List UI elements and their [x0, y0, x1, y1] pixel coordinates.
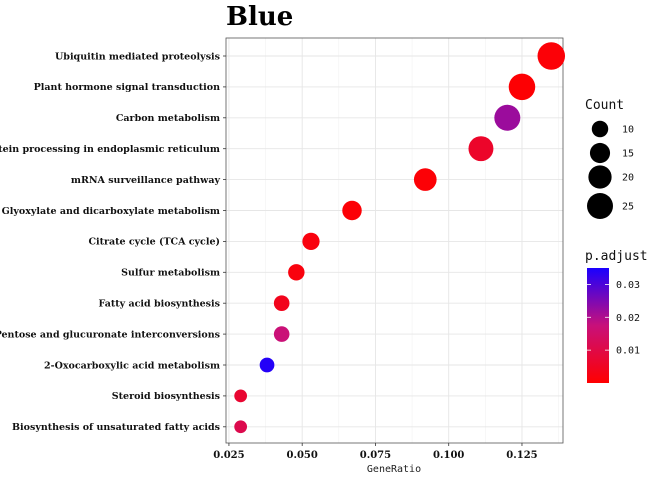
data-point [468, 136, 494, 162]
padjust-legend: p.adjust 0.01 0.02 0.03 [585, 249, 648, 383]
y-tick-label: Sulfur metabolism [121, 268, 220, 279]
data-point [273, 326, 290, 342]
data-point [342, 200, 362, 221]
y-tick-label: mRNA surveillance pathway [71, 175, 221, 186]
count-legend-dot [588, 165, 612, 189]
padjust-colorbar [587, 268, 609, 383]
y-tick-label: Steroid biosynthesis [112, 391, 220, 402]
colorbar-tick-label: 0.03 [616, 280, 640, 291]
y-axis-labels: Ubiquitin mediated proteolysis Plant horm… [0, 51, 226, 433]
grid-lines [226, 38, 563, 443]
count-legend-label: 10 [622, 125, 634, 136]
data-point [259, 357, 275, 373]
data-point [234, 420, 248, 434]
y-tick-label: 2-Oxocarboxylic acid metabolism [44, 360, 220, 371]
x-tick-label: 0.050 [287, 450, 318, 461]
data-point [537, 42, 566, 70]
plot-panel [225, 37, 564, 444]
count-legend-label: 20 [622, 173, 634, 184]
count-legend-title: Count [585, 98, 624, 113]
data-point [273, 295, 290, 312]
y-tick-label: Fatty acid biosynthesis [99, 299, 221, 310]
count-legend-label: 25 [622, 202, 634, 213]
x-tick-label: 0.075 [360, 450, 391, 461]
padjust-legend-title: p.adjust [585, 249, 648, 264]
y-tick-label: Protein processing in endoplasmic reticu… [0, 144, 220, 155]
x-axis-label: GeneRatio [367, 464, 421, 475]
data-point [413, 168, 437, 191]
y-tick-label: Pentose and glucuronate interconversions [0, 329, 220, 340]
y-tick-label: Plant hormone signal transduction [34, 82, 220, 93]
y-tick-label: Glyoxylate and dicarboxylate metabolism [2, 206, 220, 217]
data-point [508, 73, 536, 101]
count-legend-dot [589, 142, 611, 164]
x-tick-label: 0.025 [213, 450, 244, 461]
y-tick-label: Citrate cycle (TCA cycle) [88, 237, 220, 248]
x-tick-label: 0.125 [506, 450, 537, 461]
count-legend-label: 15 [622, 149, 634, 160]
chart-title: Blue [226, 2, 293, 32]
data-point [288, 264, 305, 281]
x-axis-ticks: 0.025 0.050 0.075 0.100 0.125 [213, 443, 538, 461]
data-points [234, 42, 566, 434]
colorbar-tick-label: 0.01 [616, 346, 640, 357]
count-legend: Count 10 15 20 25 [585, 98, 634, 219]
data-point [302, 232, 320, 251]
y-tick-label: Carbon metabolism [116, 113, 220, 124]
y-tick-label: Ubiquitin mediated proteolysis [55, 51, 220, 62]
data-point [494, 104, 521, 131]
y-tick-label: Biosynthesis of unsaturated fatty acids [12, 422, 220, 433]
count-legend-dot [591, 120, 609, 138]
colorbar-tick-label: 0.02 [616, 313, 640, 324]
x-tick-label: 0.100 [433, 450, 464, 461]
data-point [234, 389, 248, 403]
count-legend-dot [587, 193, 613, 219]
